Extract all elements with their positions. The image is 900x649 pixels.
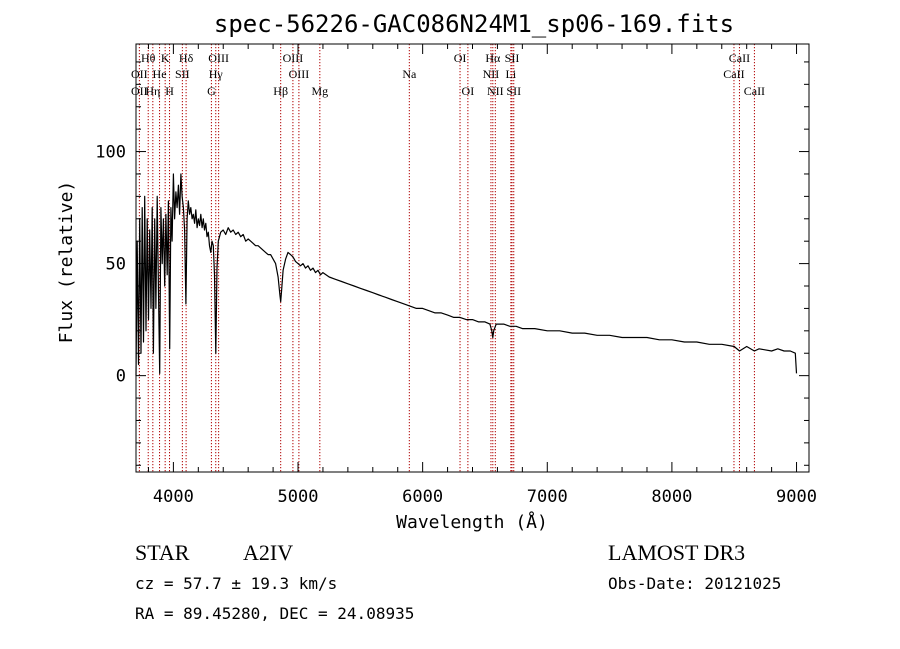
x-tick-label: 7000: [527, 487, 568, 507]
spectral-line-label: OIII: [289, 67, 310, 81]
spectral-line-label: K: [161, 51, 170, 65]
spectral-line-label: Hη: [145, 84, 160, 98]
spectral-line-label: Hγ: [209, 67, 224, 81]
spectral-line-label: OI: [462, 84, 475, 98]
coordinates: RA = 89.45280, DEC = 24.08935: [135, 604, 415, 623]
spectral-line-label: Mg: [311, 84, 328, 98]
spectral-line-label: CaII: [723, 67, 744, 81]
observation-date: Obs-Date: 20121025: [608, 574, 782, 593]
spectral-line-label: CaII: [744, 84, 765, 98]
x-tick-label: 5000: [278, 487, 319, 507]
spectral-line-label: H: [165, 84, 174, 98]
spectral-line-label: Hβ: [273, 84, 288, 98]
spectral-line-label: OI: [454, 51, 467, 65]
axis-ticks: 4000 5000 6000 7000 8000 9000 0 50 100: [95, 44, 817, 507]
spectral-line-label: OIII: [283, 51, 304, 65]
spectral-line-label: Hδ: [179, 51, 194, 65]
y-tick-label: 100: [95, 143, 126, 163]
y-tick-label: 50: [106, 255, 126, 275]
spectral-line-labels: Hθ K Hδ OIII OIII OI Hα SII CaII OII He SII Hγ OIII Na…: [131, 51, 765, 98]
spectral-line-label: Na: [402, 67, 417, 81]
spectral-line-label: Hθ: [141, 51, 156, 65]
spectral-line-label: Li: [506, 67, 517, 81]
x-axis-label: Wavelength (Å): [396, 511, 548, 533]
x-tick-label: 8000: [651, 487, 692, 507]
spectral-line-label: SII: [506, 84, 521, 98]
redshift-value: cz = 57.7 ± 19.3 km/s: [135, 574, 338, 593]
x-tick-label: 6000: [402, 487, 443, 507]
spectral-line-label: He: [153, 67, 167, 81]
plot-frame: [135, 43, 810, 473]
spectral-line-label: OIII: [208, 51, 229, 65]
spectral-line-label: CaII: [729, 51, 750, 65]
spectral-line-label: SII: [505, 51, 520, 65]
spectral-line-label: OII: [131, 67, 148, 81]
spectral-line-label: NII: [487, 84, 504, 98]
object-class: STAR: [135, 540, 190, 565]
spectral-line-markers: [138, 44, 755, 472]
spectrum-line: [135, 173, 798, 376]
spectral-line-label: SII: [175, 67, 190, 81]
survey-name: LAMOST DR3: [608, 540, 746, 565]
spectral-line-label: Hα: [485, 51, 501, 65]
spectral-line-label: G: [207, 84, 216, 98]
spectrum-series: [135, 173, 798, 376]
y-tick-label: 0: [116, 367, 126, 387]
chart-title: spec-56226-GAC086N24M1_sp06-169.fits: [214, 10, 734, 38]
x-tick-label: 9000: [776, 487, 817, 507]
x-tick-label: 4000: [153, 487, 194, 507]
spectral-line-label: NII: [483, 67, 500, 81]
spectral-line-label: OII: [131, 84, 148, 98]
object-subclass: A2IV: [243, 540, 294, 565]
y-axis-label: Flux (relative): [56, 181, 77, 344]
